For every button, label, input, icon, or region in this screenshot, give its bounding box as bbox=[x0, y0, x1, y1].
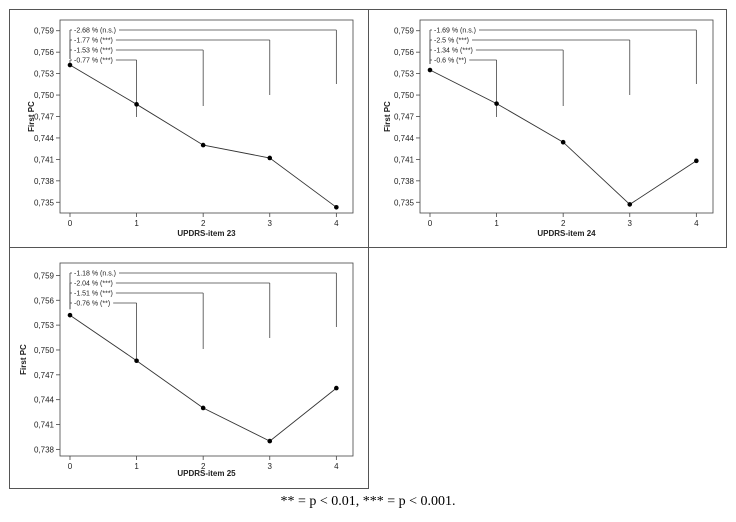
x-tick-label: 4 bbox=[334, 219, 339, 228]
chart-panel-2: 0,735 0,738 0,741 0,744 0,747 0,750 0,753 0,756… bbox=[383, 19, 714, 238]
y-tick-label: 0,750 bbox=[394, 91, 415, 100]
significance-bracket bbox=[429, 29, 697, 84]
y-tick-label: 0,759 bbox=[34, 271, 55, 280]
chart-panel-1: 0,735 0,738 0,741 0,744 0,747 0,750 0,753 0,756… bbox=[27, 19, 354, 238]
y-tick-label: 0,756 bbox=[34, 296, 55, 305]
y-tick-label: 0,744 bbox=[34, 134, 55, 143]
x-tick-label: 1 bbox=[134, 462, 139, 471]
y-tick-label: 0,747 bbox=[394, 113, 415, 122]
y-tick-label: 0,735 bbox=[34, 198, 55, 207]
data-point bbox=[560, 139, 566, 145]
significance-label: -2.68 % (n.s.) bbox=[74, 28, 116, 35]
x-tick-label: 2 bbox=[561, 219, 566, 228]
panel-frame-2 bbox=[368, 9, 727, 248]
y-axis-title: First PC bbox=[27, 101, 36, 132]
y-tick-label: 0,741 bbox=[34, 155, 55, 164]
significance-label: -2.5 % (***) bbox=[434, 38, 469, 45]
y-tick-label: 0,738 bbox=[394, 177, 415, 186]
x-tick-label: 0 bbox=[428, 219, 433, 228]
y-tick-label: 0,753 bbox=[34, 321, 55, 330]
significance-label: -1.51 % (***) bbox=[74, 291, 113, 298]
x-axis-title: UPDRS-item 25 bbox=[177, 469, 236, 478]
data-point bbox=[67, 62, 73, 68]
data-point bbox=[134, 102, 139, 107]
significance-label: -1.77 % (***) bbox=[74, 38, 113, 45]
significance-bracket bbox=[69, 29, 337, 84]
y-tick-label: 0,738 bbox=[34, 445, 55, 454]
x-tick-label: 4 bbox=[334, 462, 339, 471]
significance-label: -1.69 % (n.s.) bbox=[434, 28, 476, 35]
data-point bbox=[267, 155, 273, 161]
data-point bbox=[200, 142, 206, 148]
y-tick-label: 0,756 bbox=[394, 48, 415, 57]
data-point bbox=[334, 385, 339, 391]
y-tick-label: 0,756 bbox=[34, 48, 55, 57]
x-tick-label: 3 bbox=[628, 219, 633, 228]
x-tick-label: 2 bbox=[201, 219, 206, 228]
significance-label: -1.53 % (***) bbox=[74, 48, 113, 55]
x-axis-title: UPDRS-item 24 bbox=[537, 229, 596, 238]
y-tick-label: 0,747 bbox=[34, 113, 55, 122]
y-tick-label: 0,735 bbox=[394, 198, 415, 207]
data-point bbox=[134, 358, 139, 364]
x-tick-label: 1 bbox=[494, 219, 499, 228]
data-point bbox=[694, 158, 699, 164]
y-tick-label: 0,738 bbox=[34, 177, 55, 186]
significance-label: -1.18 % (n.s.) bbox=[74, 271, 116, 278]
y-tick-label: 0,759 bbox=[34, 27, 55, 36]
significance-label: -2.04 % (***) bbox=[74, 281, 113, 288]
panel-frame-1 bbox=[9, 9, 369, 248]
significance-bracket bbox=[429, 59, 497, 117]
data-point bbox=[627, 202, 633, 207]
significance-label: -1.34 % (***) bbox=[434, 48, 473, 55]
x-tick-label: 2 bbox=[201, 462, 206, 471]
significance-label: -0.77 % (***) bbox=[74, 58, 113, 65]
plot-area bbox=[59, 262, 354, 457]
y-tick-label: 0,744 bbox=[394, 134, 415, 143]
footnote: ** = p < 0.01, *** = p < 0.001. bbox=[280, 494, 456, 509]
significance-bracket bbox=[69, 59, 137, 117]
y-tick-label: 0,744 bbox=[34, 396, 55, 405]
data-point bbox=[334, 204, 339, 210]
y-tick-label: 0,753 bbox=[394, 70, 415, 79]
y-tick-label: 0,750 bbox=[34, 346, 55, 355]
significance-bracket bbox=[69, 302, 137, 360]
data-point bbox=[427, 67, 433, 73]
x-tick-label: 0 bbox=[68, 462, 73, 471]
significance-label: -0.6 % (**) bbox=[434, 58, 466, 65]
x-tick-label: 4 bbox=[694, 219, 699, 228]
data-point bbox=[200, 405, 206, 411]
y-tick-label: 0,753 bbox=[34, 70, 55, 79]
panel-frame-3 bbox=[9, 247, 369, 489]
x-tick-label: 0 bbox=[68, 219, 73, 228]
y-tick-label: 0,759 bbox=[394, 27, 415, 36]
y-tick-label: 0,747 bbox=[34, 371, 55, 380]
x-tick-label: 3 bbox=[268, 462, 273, 471]
x-axis-title: UPDRS-item 23 bbox=[177, 229, 236, 238]
y-tick-label: 0,750 bbox=[34, 91, 55, 100]
y-tick-label: 0,741 bbox=[394, 155, 415, 164]
significance-bracket bbox=[69, 272, 337, 327]
x-tick-label: 3 bbox=[268, 219, 273, 228]
significance-label: -0.76 % (**) bbox=[74, 301, 110, 308]
chart-panel-3: 0,738 0,741 0,744 0,747 0,750 0,753 0,756 0,759… bbox=[19, 262, 354, 478]
data-point bbox=[67, 312, 73, 318]
data-point bbox=[494, 101, 499, 106]
y-axis-title: First PC bbox=[383, 101, 392, 132]
x-tick-label: 1 bbox=[134, 219, 139, 228]
data-point bbox=[267, 438, 273, 444]
y-tick-label: 0,741 bbox=[34, 421, 55, 430]
y-axis-title: First PC bbox=[19, 344, 28, 375]
